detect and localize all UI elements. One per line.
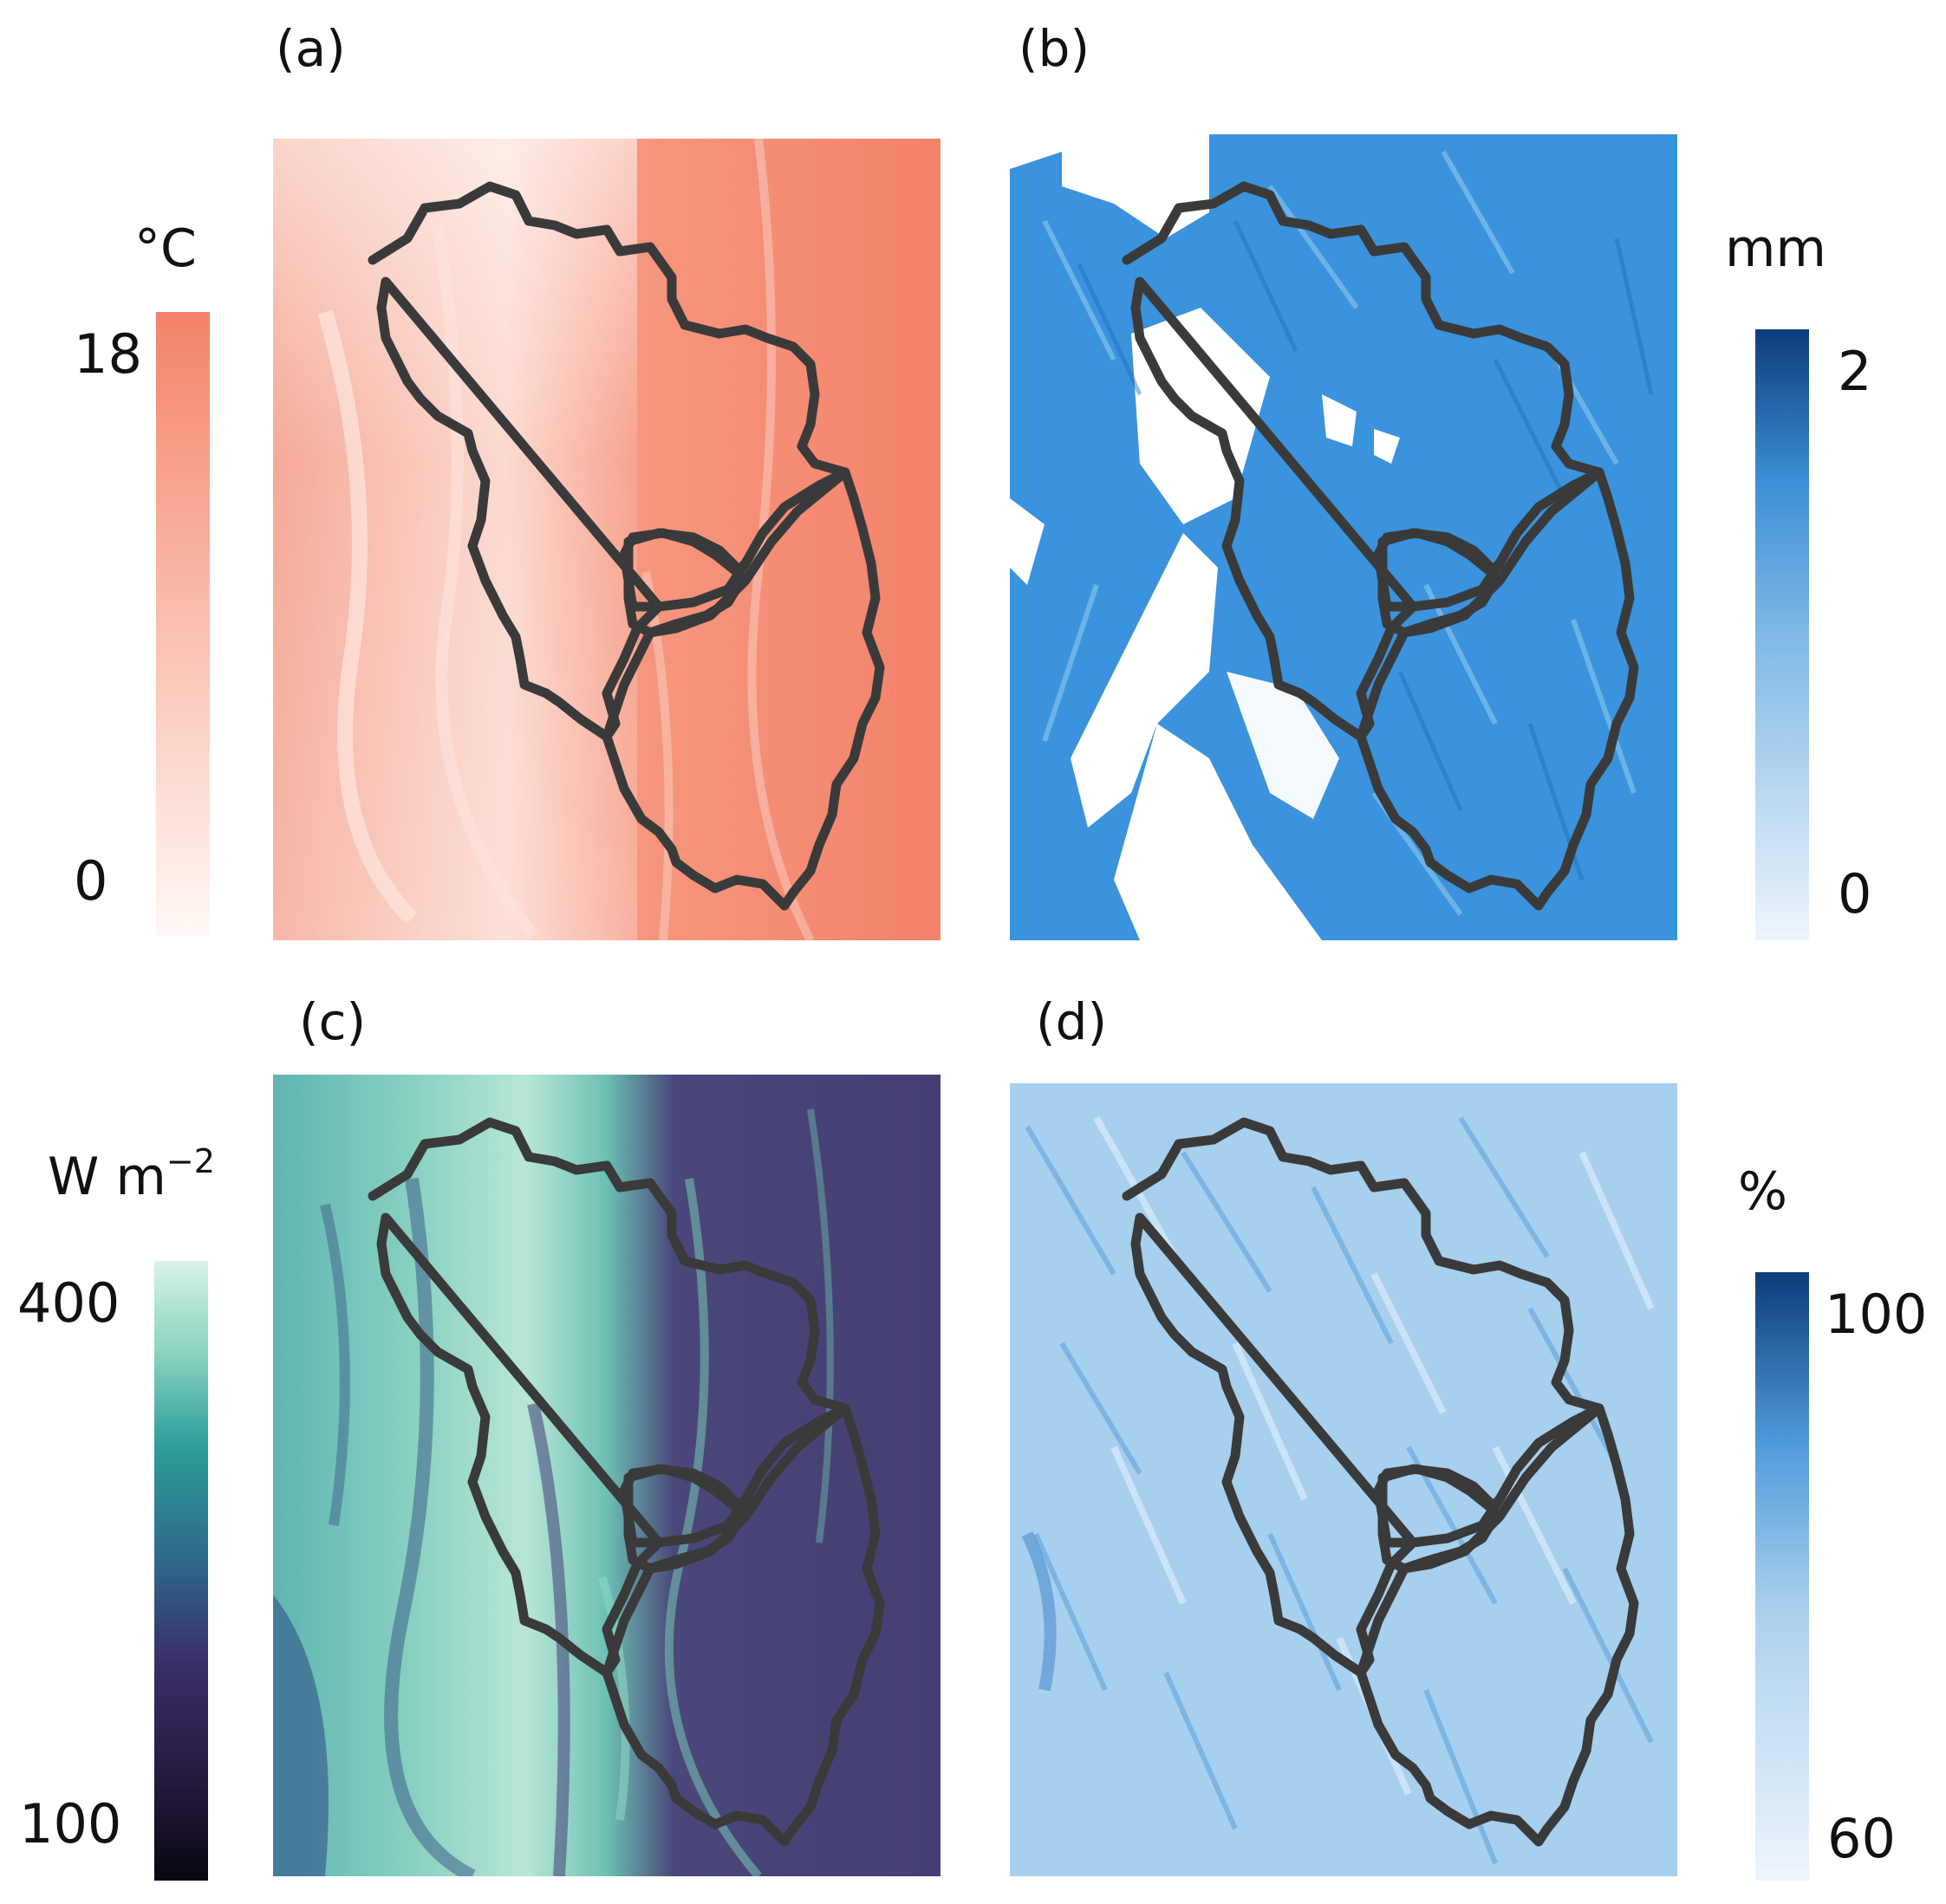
panel-a-label: (a) <box>276 19 346 78</box>
panel-d-label: (d) <box>1036 992 1108 1051</box>
panel-a-temperature-map <box>273 139 940 940</box>
panel-b-tick-max: 2 <box>1838 340 1872 403</box>
panel-b-colorbar <box>1755 329 1809 940</box>
panel-b-label: (b) <box>1019 19 1090 78</box>
panel-d-tick-max: 100 <box>1825 1283 1928 1346</box>
panel-c-unit: W m−2 <box>48 1142 215 1207</box>
panel-c-colorbar <box>154 1261 208 1881</box>
panel-d-humidity-map <box>1010 1083 1677 1876</box>
panel-a-tick-max: 18 <box>74 322 142 386</box>
panel-a-colorbar <box>156 312 210 936</box>
panel-a-unit: °C <box>134 218 197 279</box>
panel-c-radiation-map <box>273 1075 940 1876</box>
panel-d-tick-min: 60 <box>1827 1807 1896 1870</box>
panel-b-unit: mm <box>1725 218 1826 279</box>
panel-d-unit: % <box>1738 1161 1788 1222</box>
panel-c-unit-exponent: −2 <box>166 1142 215 1180</box>
panel-b-tick-min: 0 <box>1838 862 1872 926</box>
panel-d-colorbar <box>1755 1272 1809 1881</box>
panel-b-precipitation-map <box>1010 134 1677 940</box>
panel-c-unit-base: W m <box>48 1147 166 1207</box>
panel-a-tick-min: 0 <box>74 849 108 913</box>
panel-c-tick-max: 400 <box>17 1271 120 1335</box>
panel-c-label: (c) <box>299 992 367 1051</box>
panel-c-tick-min: 100 <box>19 1792 122 1855</box>
